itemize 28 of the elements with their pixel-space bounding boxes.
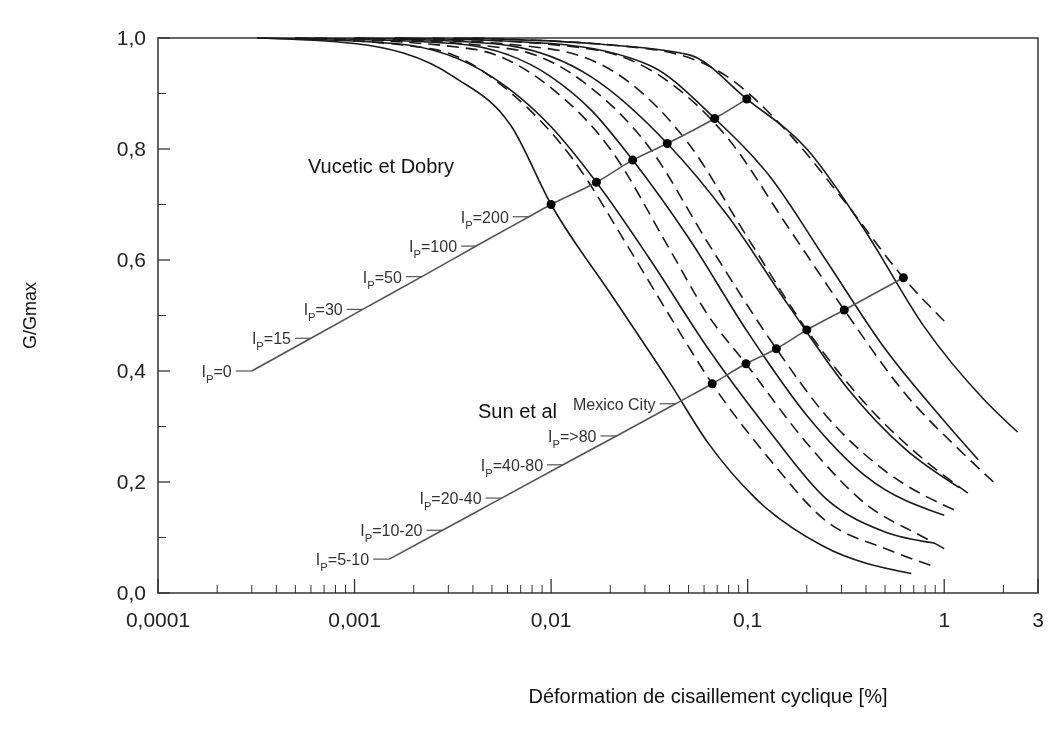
x-axis-title: Déformation de cisaillement cyclique [%] <box>528 685 888 707</box>
y-tick-label: 0,8 <box>116 137 146 160</box>
y-tick-label: 0,0 <box>116 581 146 604</box>
annotation: I$_{P}$=200 <box>460 208 509 231</box>
x-tick-label: 0,01 <box>530 608 572 631</box>
annotation: I$_{P}$=>80 <box>548 427 597 450</box>
annotation: I$_{P}$=5-10 <box>315 551 370 574</box>
y-tick-label: 0,2 <box>116 470 146 493</box>
annotation: Mexico City <box>572 395 656 413</box>
annotation: I$_{P}$=100 <box>409 238 458 261</box>
annotation: I$_{P}$=15 <box>251 330 292 353</box>
annotation: I$_{P}$=10-20 <box>360 522 423 545</box>
y-tick-label: 1,0 <box>116 26 146 49</box>
annotation: I$_{P}$=0 <box>201 363 232 385</box>
x-tick-label: 3 <box>1032 608 1044 631</box>
annotation: I$_{P}$=20-40 <box>419 490 482 513</box>
annotation: I$_{P}$=50 <box>362 268 402 291</box>
x-tick-label: 0,0001 <box>125 608 191 631</box>
y-tick-label: 0,4 <box>116 359 147 382</box>
y-tick-label: 0,6 <box>116 248 146 271</box>
annotation: Sun et al <box>478 400 557 422</box>
x-tick-label: 0,001 <box>328 608 381 631</box>
x-tick-label: 1 <box>938 608 951 631</box>
x-tick-label: 0,1 <box>733 608 763 631</box>
annotation: I$_{P}$=30 <box>303 301 343 324</box>
annotation: I$_{P}$=40-80 <box>480 456 544 479</box>
y-axis-title: G/Gmax <box>20 281 40 350</box>
annotation: Vucetic et Dobry <box>308 155 454 177</box>
